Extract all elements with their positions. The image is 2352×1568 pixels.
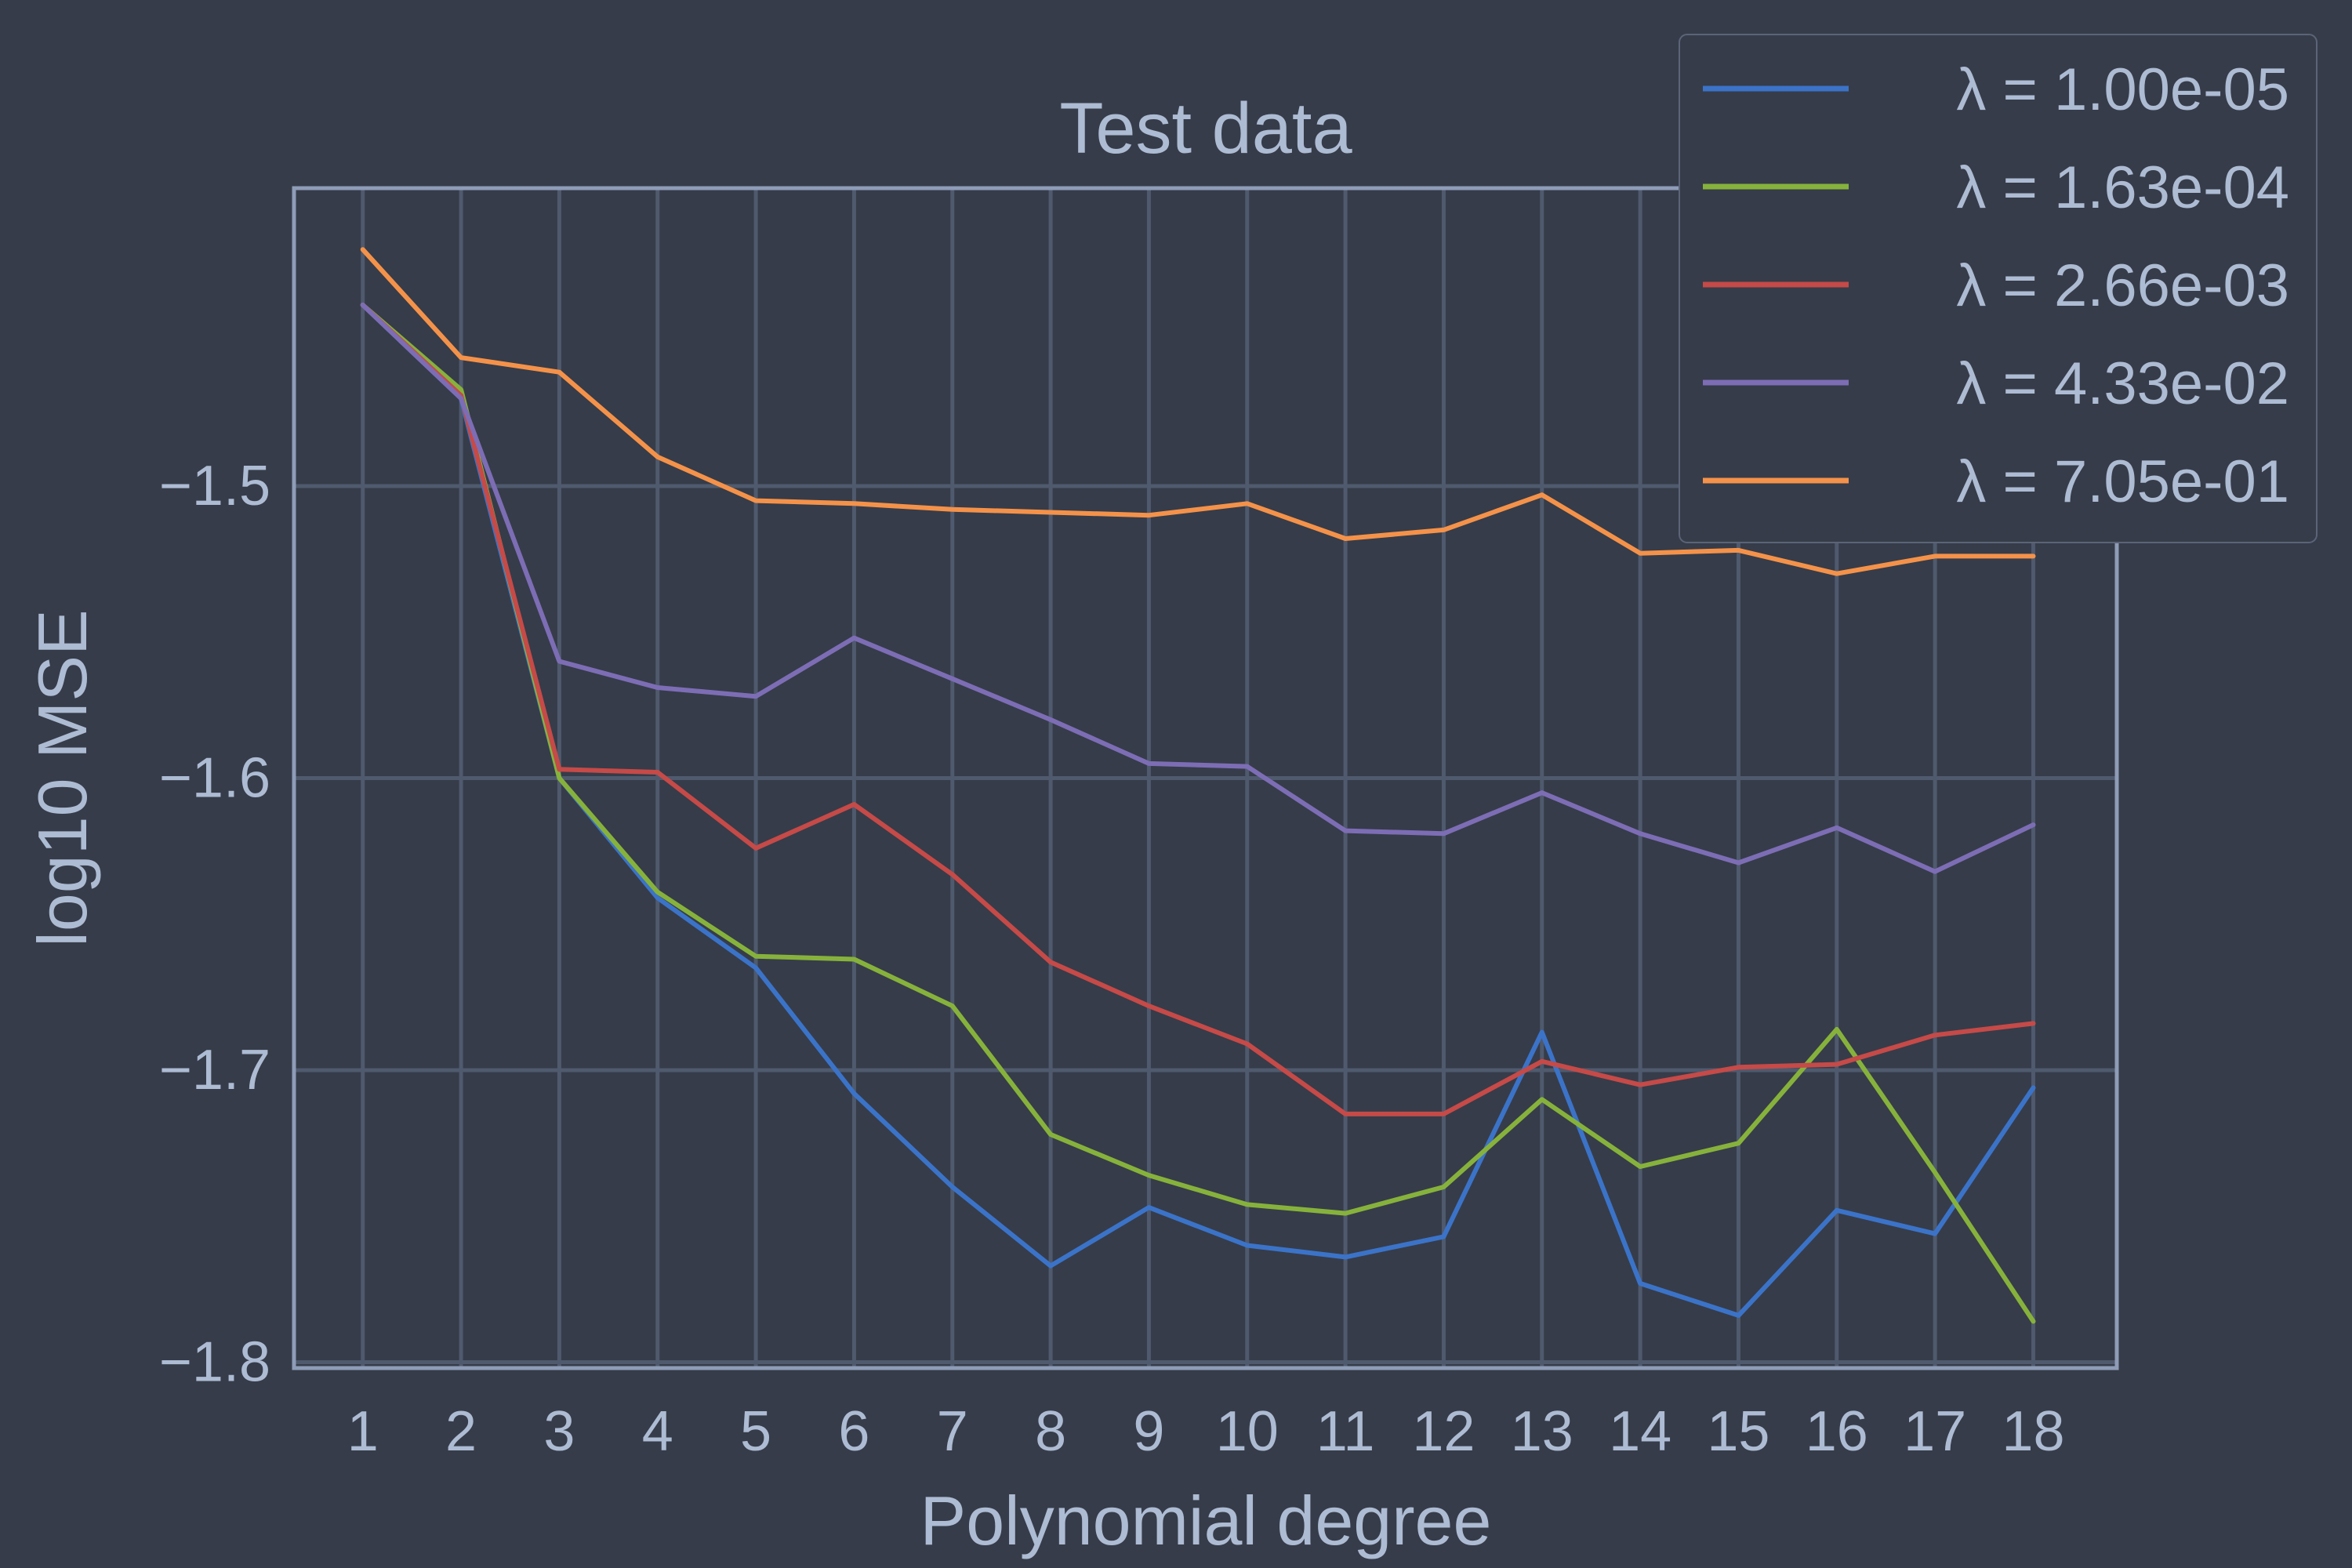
x-tick-label: 14 [1609, 1400, 1671, 1463]
x-tick-label: 1 [347, 1400, 379, 1463]
x-tick-label: 9 [1133, 1400, 1164, 1463]
series-line-4 [360, 303, 2036, 874]
legend-label-3: λ = 2.66e-03 [1956, 252, 2289, 319]
series-line-1 [360, 303, 2036, 1318]
legend: λ = 1.00e-05 λ = 1.63e-04 λ = 2.66e-03 λ = … [1679, 34, 2318, 543]
x-tick-label: 8 [1035, 1400, 1066, 1463]
plot-frame [292, 186, 2119, 1370]
x-tick-label: 3 [543, 1400, 575, 1463]
x-tick-label: 12 [1412, 1400, 1475, 1463]
x-tick-label: 10 [1216, 1400, 1279, 1463]
x-tick-label: 4 [642, 1400, 673, 1463]
x-tick-label: 2 [445, 1400, 477, 1463]
x-tick-label: 15 [1707, 1400, 1769, 1463]
y-tick-labels: −1.5 −1.6 −1.7 −1.8 [159, 455, 270, 1394]
y-tick-label: −1.7 [159, 1039, 270, 1102]
x-tick-label: 11 [1316, 1400, 1375, 1463]
y-tick-label: −1.6 [159, 747, 270, 810]
legend-box [1679, 34, 2318, 543]
y-tick-label: −1.5 [159, 455, 270, 517]
legend-label-2: λ = 1.63e-04 [1956, 154, 2289, 221]
series-lines [360, 247, 2036, 1324]
x-tick-label: 17 [1904, 1400, 1966, 1463]
y-tick-label: −1.8 [159, 1331, 270, 1394]
y-axis-title: log10 MSE [24, 609, 101, 946]
x-tick-label: 13 [1511, 1400, 1573, 1463]
x-tick-label: 7 [937, 1400, 968, 1463]
x-tick-label: 18 [2002, 1400, 2064, 1463]
series-line-3 [360, 303, 2036, 1116]
legend-label-5: λ = 7.05e-01 [1956, 448, 2289, 515]
x-axis-title: Polynomial degree [920, 1482, 1492, 1559]
x-tick-labels: 1 2 3 4 5 6 7 8 9 10 11 12 13 14 15 16 17 18 [347, 1400, 2065, 1463]
series-line-2 [360, 303, 2036, 1324]
x-tick-label: 5 [740, 1400, 771, 1463]
legend-label-4: λ = 4.33e-02 [1956, 350, 2289, 417]
series-line-5 [360, 247, 2036, 576]
legend-label-1: λ = 1.00e-05 [1956, 56, 2289, 123]
chart-title: Test data [1059, 89, 1352, 169]
x-tick-label: 16 [1806, 1400, 1868, 1463]
x-tick-label: 6 [838, 1400, 869, 1463]
